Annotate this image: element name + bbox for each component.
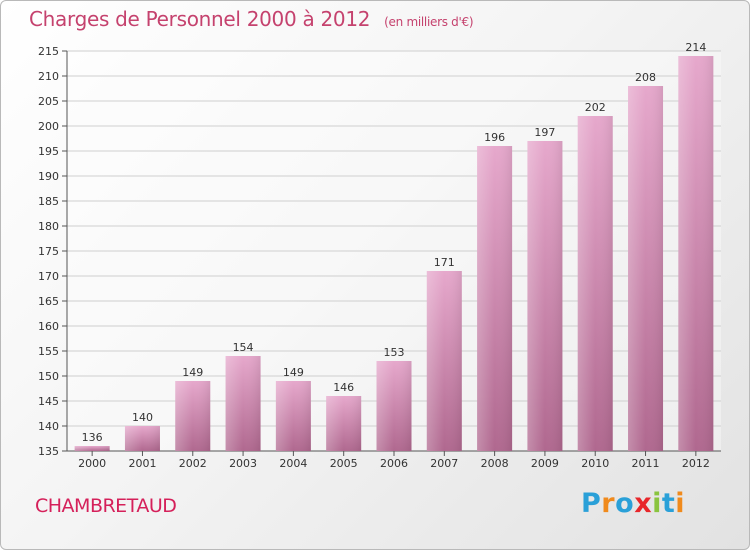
chart-title: Charges de Personnel 2000 à 2012 (en mill… xyxy=(29,7,474,31)
y-tick-label-170: 170 xyxy=(38,270,59,283)
data-label-2011: 208 xyxy=(635,71,656,84)
x-tick-label-2011: 2011 xyxy=(632,457,660,470)
chart-subtitle: (en milliers d'€) xyxy=(384,15,474,29)
x-tick-label-2004: 2004 xyxy=(279,457,307,470)
bar-shade-2001 xyxy=(124,426,160,451)
bar-shade-2011 xyxy=(628,86,664,451)
bar-shade-2005 xyxy=(326,396,362,451)
data-label-2012: 214 xyxy=(685,41,706,54)
data-label-2008: 196 xyxy=(484,131,505,144)
data-label-2005: 146 xyxy=(333,381,354,394)
y-tick-label-215: 215 xyxy=(38,45,59,58)
y-tick-label-205: 205 xyxy=(38,95,59,108)
data-label-2010: 202 xyxy=(585,101,606,114)
y-tick-label-180: 180 xyxy=(38,220,59,233)
y-tick-label-165: 165 xyxy=(38,295,59,308)
x-tick-label-2005: 2005 xyxy=(330,457,358,470)
data-label-2004: 149 xyxy=(283,366,304,379)
x-tick-label-2010: 2010 xyxy=(581,457,609,470)
bar-shade-2008 xyxy=(477,146,513,451)
y-tick-label-190: 190 xyxy=(38,170,59,183)
y-tick-label-135: 135 xyxy=(38,445,59,458)
data-label-2007: 171 xyxy=(434,256,455,269)
bar-shade-2007 xyxy=(426,271,462,451)
x-tick-label-2002: 2002 xyxy=(179,457,207,470)
data-label-2000: 136 xyxy=(82,431,103,444)
y-tick-label-160: 160 xyxy=(38,320,59,333)
proxiti-logo: Proxiti xyxy=(581,488,686,519)
x-tick-label-2012: 2012 xyxy=(682,457,710,470)
y-tick-label-140: 140 xyxy=(38,420,59,433)
data-label-2002: 149 xyxy=(182,366,203,379)
bar-shade-2000 xyxy=(74,446,110,451)
x-tick-label-2000: 2000 xyxy=(78,457,106,470)
bar-shade-2004 xyxy=(275,381,311,451)
y-tick-label-210: 210 xyxy=(38,70,59,83)
x-tick-label-2001: 2001 xyxy=(128,457,156,470)
bar-shade-2009 xyxy=(527,141,563,451)
data-label-2009: 197 xyxy=(534,126,555,139)
y-tick-label-175: 175 xyxy=(38,245,59,258)
y-tick-label-145: 145 xyxy=(38,395,59,408)
x-tick-label-2006: 2006 xyxy=(380,457,408,470)
bar-shade-2002 xyxy=(175,381,211,451)
city-name: CHAMBRETAUD xyxy=(35,495,177,517)
bar-shade-2006 xyxy=(376,361,412,451)
data-label-2001: 140 xyxy=(132,411,153,424)
chart-title-text: Charges de Personnel 2000 à 2012 xyxy=(29,7,371,31)
data-label-2006: 153 xyxy=(384,346,405,359)
x-tick-label-2008: 2008 xyxy=(481,457,509,470)
bar-shade-2012 xyxy=(678,56,714,451)
y-tick-label-200: 200 xyxy=(38,120,59,133)
x-tick-label-2007: 2007 xyxy=(430,457,458,470)
x-tick-label-2003: 2003 xyxy=(229,457,257,470)
x-tick-label-2009: 2009 xyxy=(531,457,559,470)
bar-shade-2003 xyxy=(225,356,261,451)
y-tick-label-195: 195 xyxy=(38,145,59,158)
bar-shade-2010 xyxy=(577,116,613,451)
y-tick-label-150: 150 xyxy=(38,370,59,383)
data-label-2003: 154 xyxy=(233,341,254,354)
y-tick-label-155: 155 xyxy=(38,345,59,358)
y-tick-label-185: 185 xyxy=(38,195,59,208)
